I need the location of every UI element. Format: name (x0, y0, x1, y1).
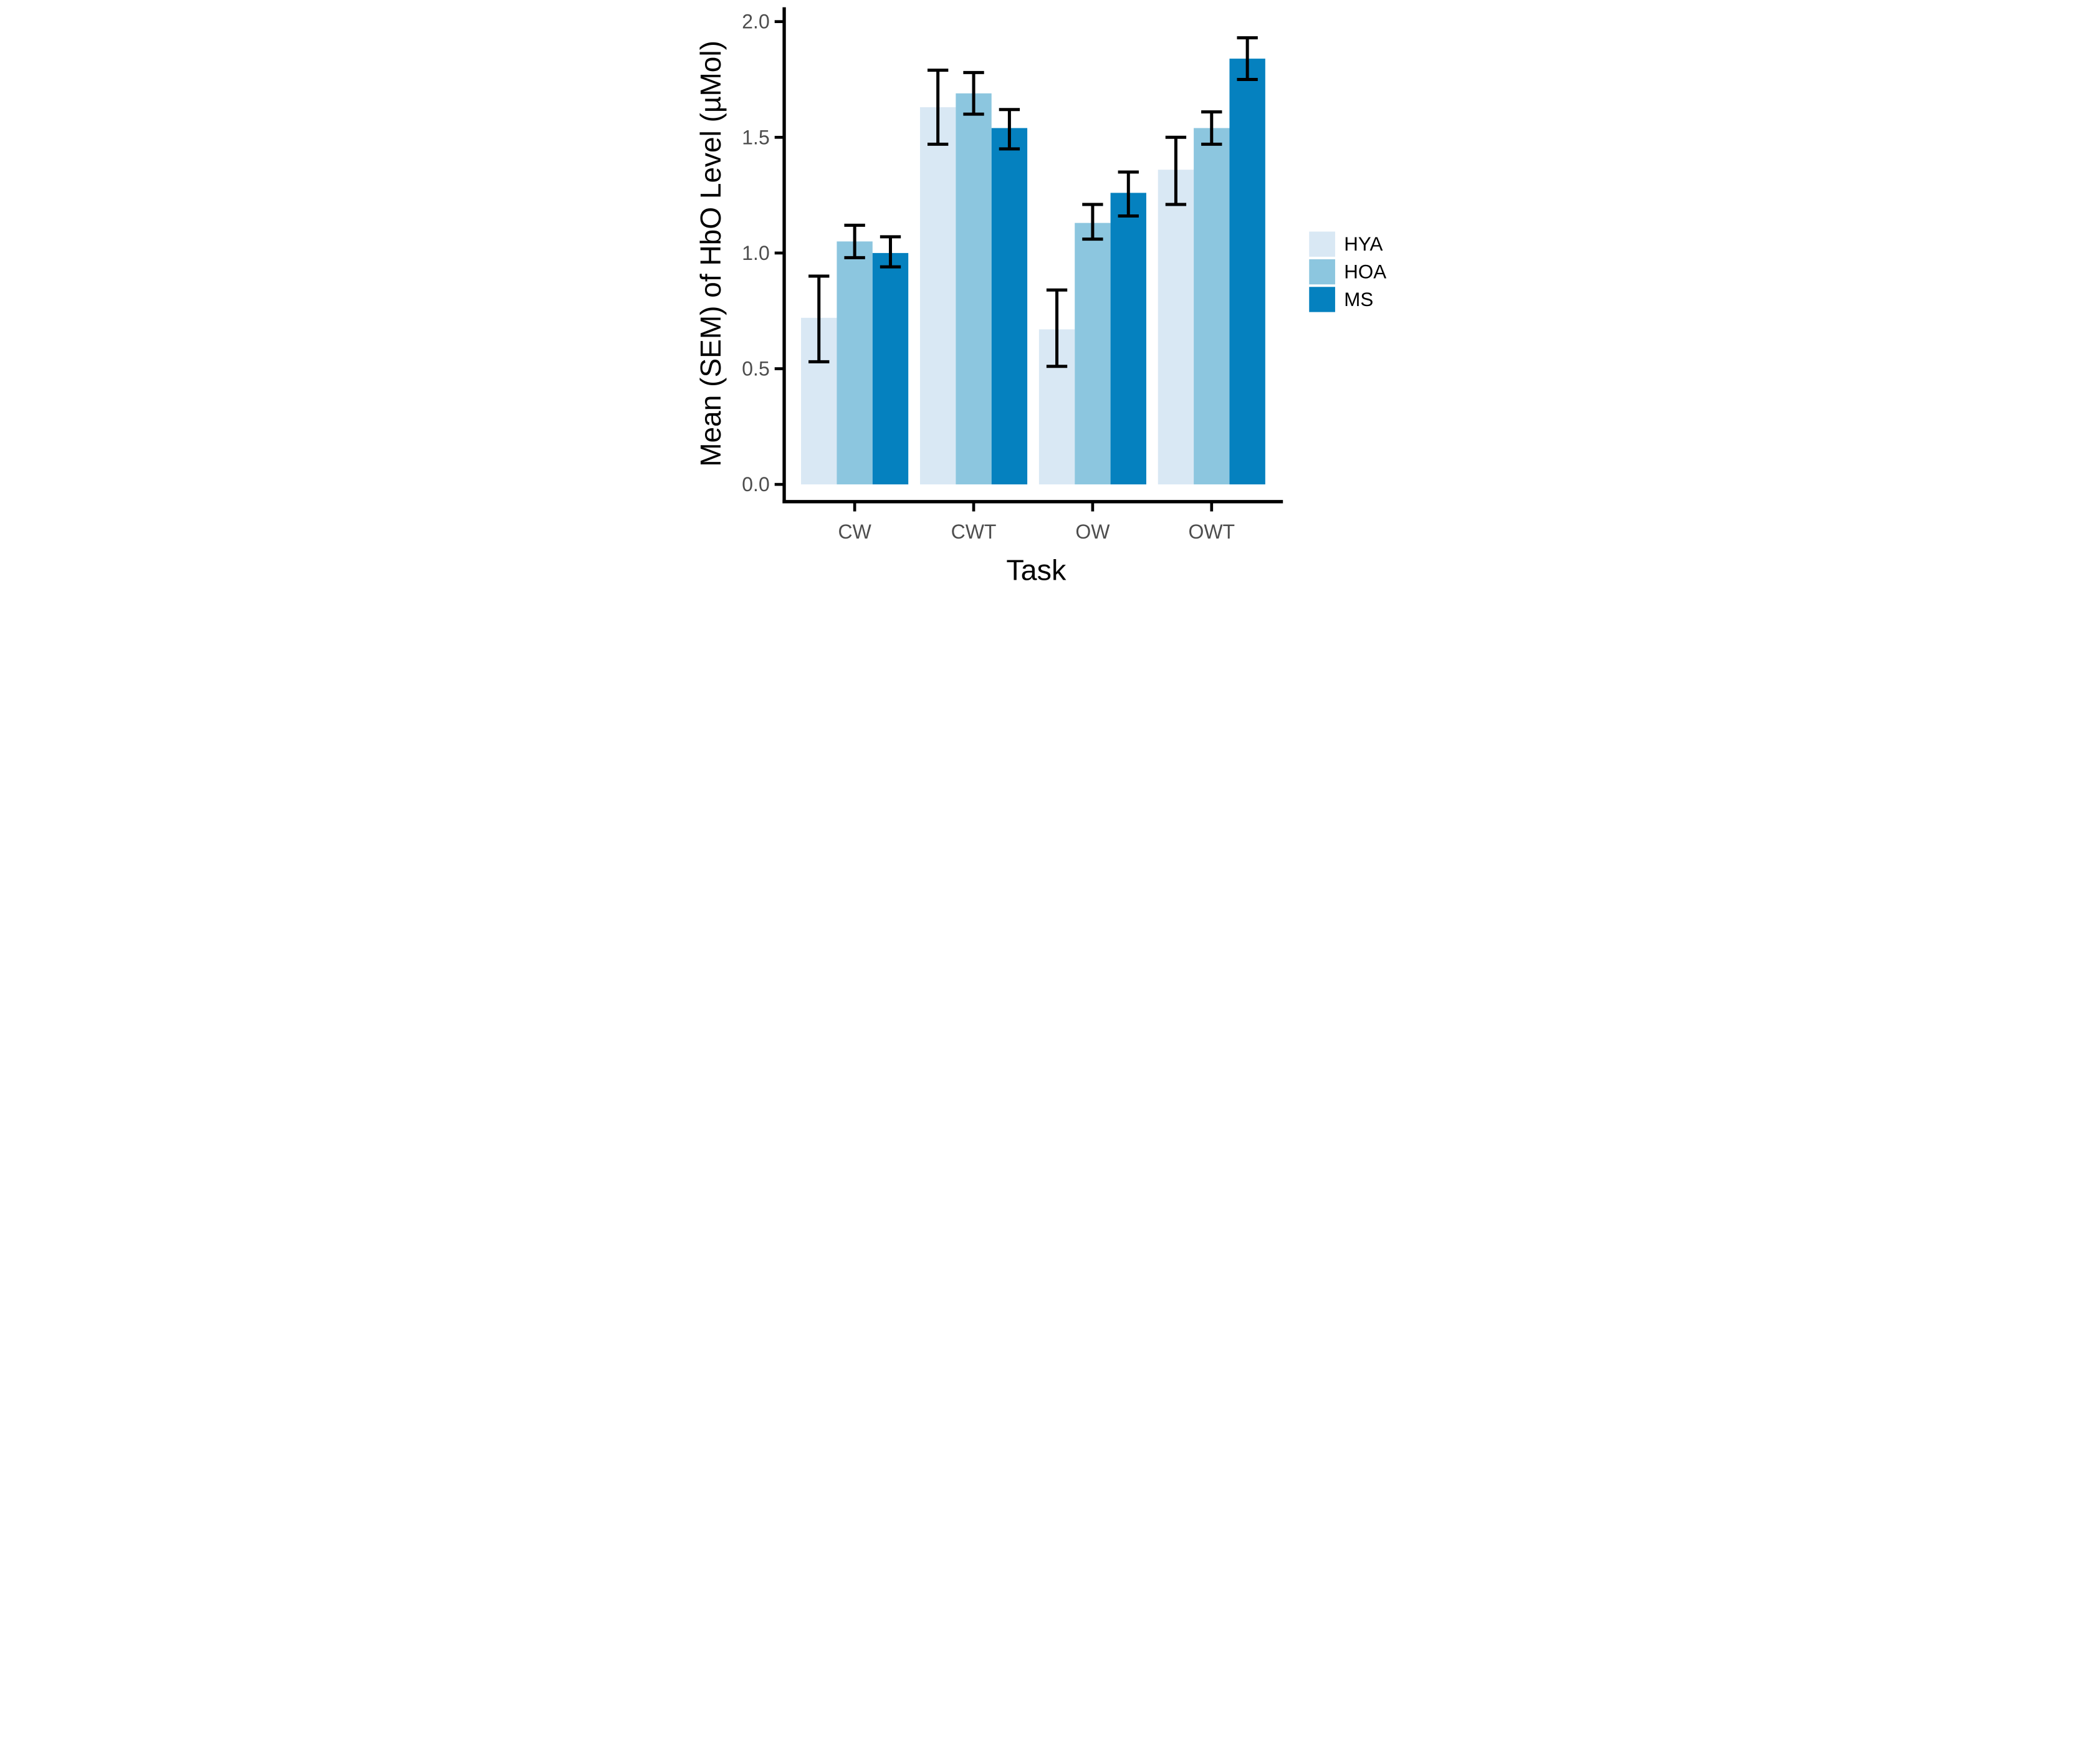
error-bar-HYA-OWT (1165, 135, 1187, 206)
legend-swatch-HOA (1309, 259, 1335, 285)
error-bar-MS-OW (1118, 170, 1139, 218)
x-tick-label-CW: CW (838, 520, 871, 543)
error-bar-HOA-CW (844, 223, 865, 259)
x-tick-label-OW: OW (1075, 520, 1110, 543)
y-tick-label: 0.5 (742, 358, 769, 380)
figure-container: 0.0 0.5 1.0 1.5 2.0 CW CWT OW OWT HYA HOA MS Mean … (698, 0, 1397, 588)
bar-MS-CWT (991, 128, 1028, 485)
bar-HOA-CW (837, 241, 873, 485)
legend-label-HOA: HOA (1344, 261, 1386, 283)
bars-layer (801, 59, 1265, 485)
bar-HOA-OW (1075, 223, 1111, 485)
x-axis-title: Task (1006, 554, 1067, 587)
error-bar-MS-CW (880, 235, 901, 269)
legend-swatch-HYA (1309, 231, 1335, 257)
legend-label-HYA: HYA (1344, 233, 1383, 255)
bar-HOA-OWT (1194, 128, 1230, 485)
y-axis-title: Mean (SEM) of HbO Level (µMol) (698, 41, 727, 467)
error-bar-HOA-OW (1082, 203, 1103, 241)
bar-HYA-OWT (1158, 170, 1194, 485)
bar-HYA-CWT (919, 107, 956, 485)
error-bar-HYA-CWT (927, 69, 949, 146)
error-bar-HYA-CW (808, 274, 830, 363)
x-tick-label-CWT: CWT (951, 520, 997, 543)
error-bar-HOA-CWT (963, 70, 984, 116)
axes-layer (774, 7, 1283, 512)
bar-HOA-CWT (956, 93, 992, 485)
bar-MS-OWT (1229, 59, 1265, 485)
legend: HYA HOA MS (1309, 231, 1386, 312)
y-tick-label: 1.0 (742, 242, 769, 264)
y-tick-label: 2.0 (742, 11, 769, 33)
bar-chart: 0.0 0.5 1.0 1.5 2.0 CW CWT OW OWT HYA HOA MS Mean … (698, 0, 1397, 588)
bar-MS-CW (872, 252, 909, 485)
legend-swatch-MS (1309, 287, 1335, 312)
error-bar-HYA-OW (1046, 288, 1068, 368)
y-tick-label: 1.5 (742, 126, 769, 148)
x-tick-label-OWT: OWT (1188, 520, 1235, 543)
error-bar-MS-CWT (999, 108, 1020, 151)
error-bar-MS-OWT (1237, 36, 1258, 81)
error-bars-layer (808, 36, 1258, 368)
error-bar-HOA-OWT (1201, 110, 1222, 146)
tick-label-layer: 0.0 0.5 1.0 1.5 2.0 CW CWT OW OWT (742, 11, 1235, 543)
legend-label-MS: MS (1344, 289, 1373, 310)
y-tick-label: 0.0 (742, 473, 769, 496)
bar-MS-OW (1110, 193, 1146, 485)
